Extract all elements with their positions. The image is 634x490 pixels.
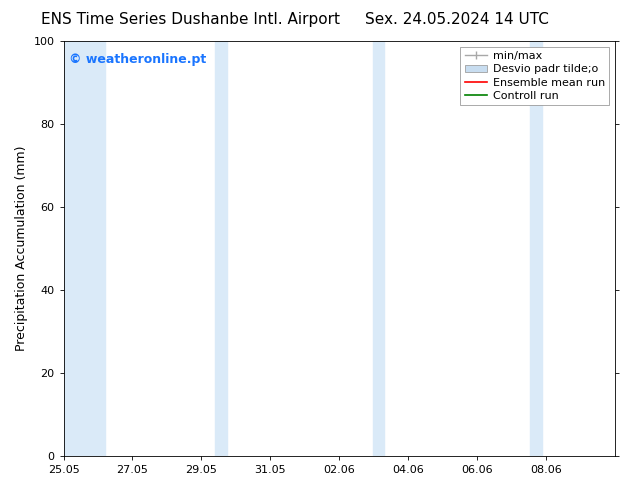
Text: Sex. 24.05.2024 14 UTC: Sex. 24.05.2024 14 UTC (365, 12, 548, 27)
Bar (530, 41, 542, 456)
Text: ENS Time Series Dushanbe Intl. Airport: ENS Time Series Dushanbe Intl. Airport (41, 12, 340, 27)
Y-axis label: Precipitation Accumulation (mm): Precipitation Accumulation (mm) (15, 146, 28, 351)
Bar (215, 41, 227, 456)
Bar (373, 41, 384, 456)
Text: © weatheronline.pt: © weatheronline.pt (69, 53, 206, 67)
Legend: min/max, Desvio padr tilde;o, Ensemble mean run, Controll run: min/max, Desvio padr tilde;o, Ensemble m… (460, 47, 609, 105)
Bar (63, 41, 105, 456)
